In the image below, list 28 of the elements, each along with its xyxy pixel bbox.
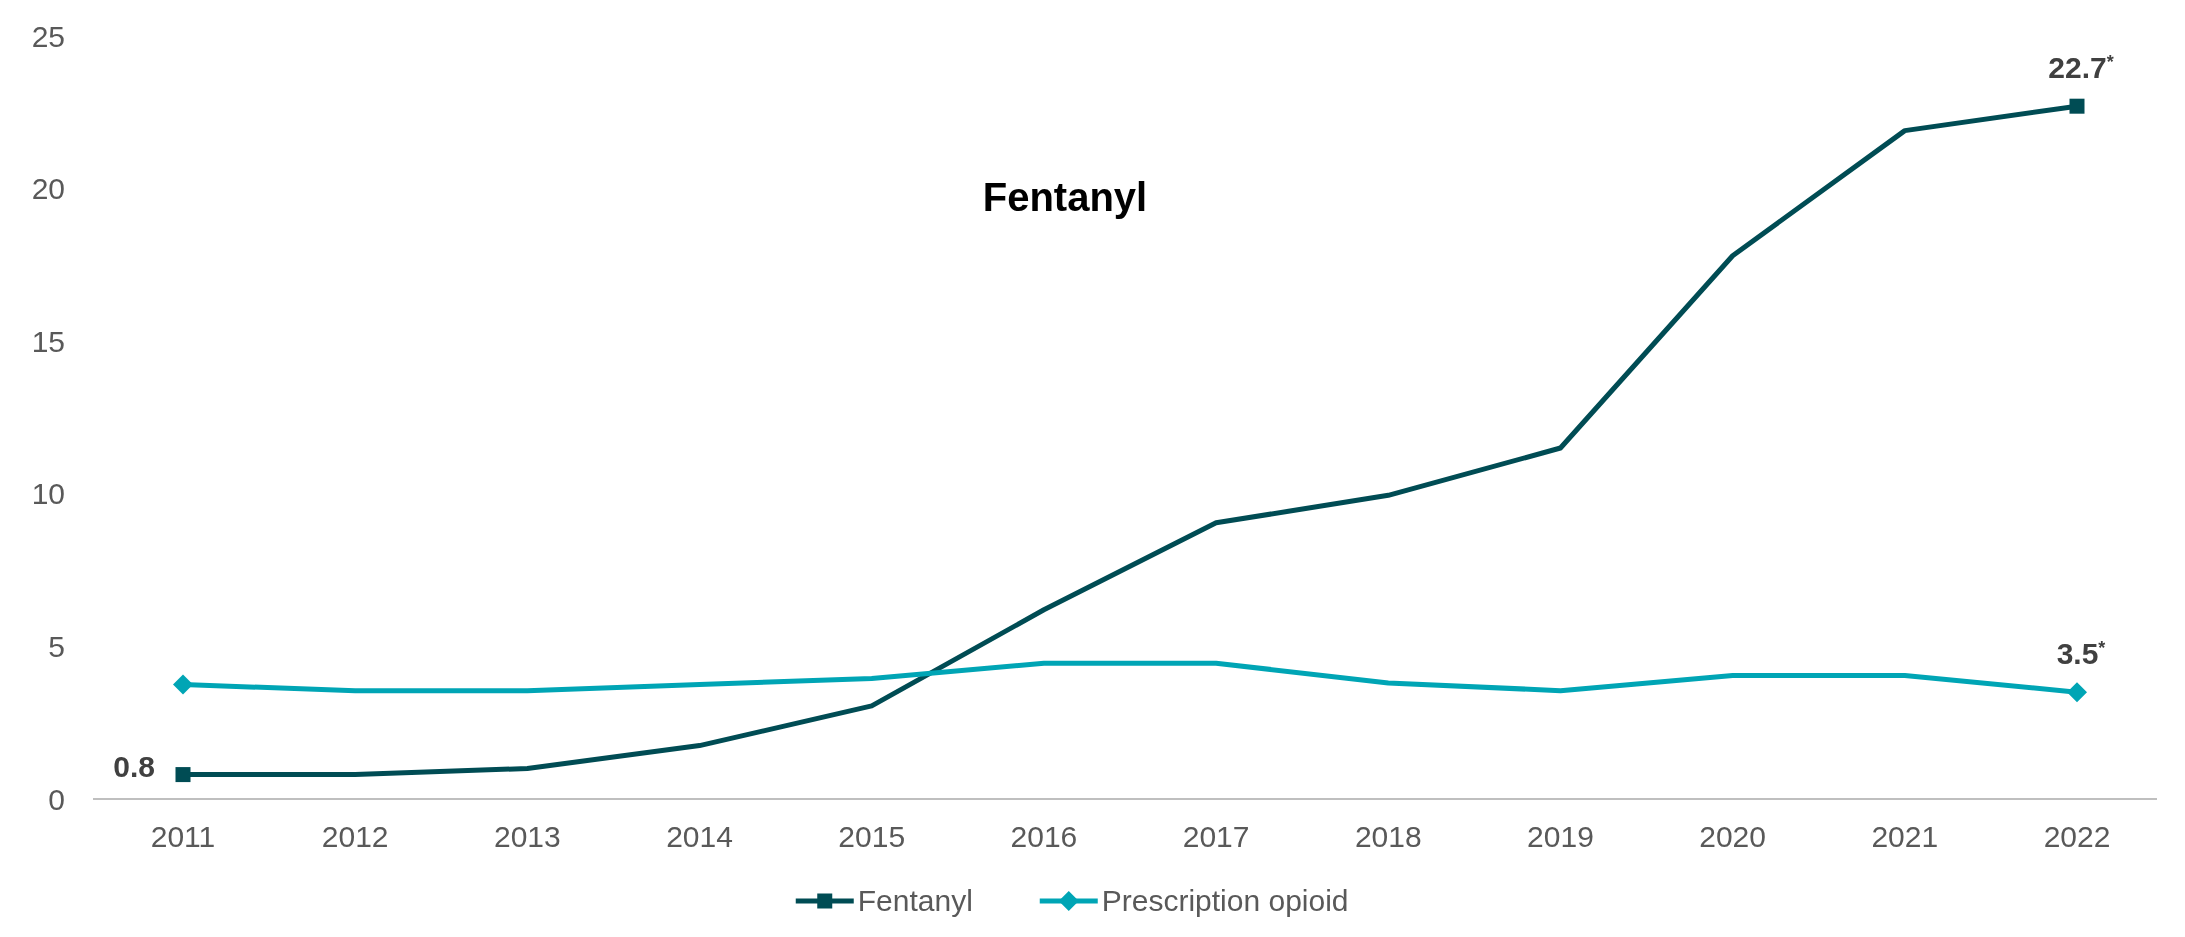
x-tick-label: 2013 — [493, 820, 561, 853]
data-label: 22.7$^{*}$ — [2048, 51, 2114, 85]
x-tick-label: 2017 — [1182, 820, 1250, 853]
y-tick-label: 10 — [31, 477, 65, 511]
y-tick-label: 0 — [48, 782, 65, 816]
data-label: 3.5$^{*}$ — [2056, 637, 2106, 671]
x-tick-label: 2011 — [150, 820, 216, 853]
x-tick-label: 2016 — [1010, 820, 1078, 853]
text: Fentanyl — [982, 175, 1148, 219]
y-tick-label: 15 — [31, 324, 65, 358]
x-tick-label: 2014 — [666, 820, 733, 853]
data-label: 0.8 — [113, 749, 155, 783]
point — [2069, 98, 2085, 114]
legend-label: Prescription opioid — [1101, 884, 1349, 917]
legend-label: Fentanyl — [857, 884, 973, 917]
x-tick-label: 2022 — [2043, 820, 2111, 853]
y-tick-label: 25 — [31, 19, 65, 53]
x-tick-label: 2020 — [1699, 820, 1767, 853]
y-tick-label: 20 — [31, 172, 65, 206]
x-tick-label: 2015 — [838, 820, 906, 853]
point — [175, 767, 191, 783]
point — [173, 674, 193, 695]
x-tick-label: 2019 — [1527, 820, 1594, 853]
point — [2067, 682, 2087, 703]
y-tick-label: 5 — [48, 629, 65, 663]
x-tick-label: 2021 — [1871, 820, 1939, 853]
x-tick-label: 2018 — [1354, 820, 1422, 853]
x-tick-label: 2012 — [321, 820, 389, 853]
